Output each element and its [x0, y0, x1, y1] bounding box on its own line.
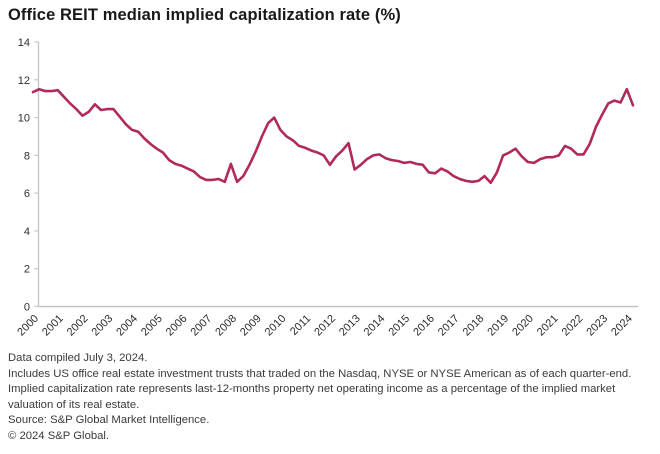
- y-axis-tick-label: 14: [18, 37, 30, 49]
- x-axis-tick-label: 2006: [164, 313, 190, 339]
- x-axis-tick-label: 2015: [386, 313, 412, 339]
- x-axis-tick-label: 2005: [139, 313, 165, 339]
- footnote-data-compiled: Data compiled July 3, 2024.: [8, 352, 148, 364]
- x-axis-tick-label: 2003: [90, 313, 116, 339]
- cap-rate-series-line: [31, 87, 635, 185]
- footnotes-block: Data compiled July 3, 2024. Includes US …: [8, 351, 654, 445]
- x-axis-tick-label: 2000: [15, 313, 41, 339]
- y-axis-tick-label: 10: [18, 113, 30, 125]
- x-axis-tick-label: 2002: [65, 313, 91, 339]
- footnote-copyright: © 2024 S&P Global.: [8, 429, 110, 442]
- chart-plot-area: 0 2 4 6 8 10 12 14 2000 2001 2002 2003 2004 2005 2006 2…: [15, 37, 638, 339]
- y-axis-tick-label: 4: [24, 226, 30, 238]
- x-axis-tick-label: 2017: [436, 313, 462, 339]
- x-axis-tick-label: 2001: [40, 313, 66, 339]
- x-axis-tick-label: 2024: [609, 313, 635, 339]
- x-axis-tick-label: 2019: [485, 313, 511, 339]
- x-axis-tick-label: 2004: [114, 313, 140, 339]
- x-axis-tick-label: 2016: [411, 313, 437, 339]
- x-axis-tick-label: 2023: [584, 313, 610, 339]
- x-axis-tick-label: 2010: [263, 313, 289, 339]
- footnote-definition: Implied capitalization rate represents l…: [8, 383, 616, 411]
- y-axis-tick-label: 8: [24, 150, 30, 162]
- footnote-inclusion-criteria: Includes US office real estate investmen…: [8, 367, 632, 380]
- y-axis-tick-label: 6: [24, 188, 30, 200]
- x-axis-tick-label: 2008: [213, 313, 239, 339]
- footnote-source: Source: S&P Global Market Intelligence.: [8, 414, 210, 427]
- x-axis-tick-label: 2022: [560, 313, 586, 339]
- x-axis-tick-label: 2020: [510, 313, 536, 339]
- y-axis-tick-label: 2: [24, 264, 30, 276]
- x-axis-tick-label: 2012: [312, 313, 338, 339]
- y-axis-tick-label: 12: [18, 75, 30, 87]
- y-axis-tick-label: 0: [24, 302, 30, 314]
- x-axis-tick-label: 2014: [362, 313, 388, 339]
- cap-rate-line-chart: 0246810121420002001200220032004200520062…: [15, 37, 638, 339]
- x-axis-tick-label: 2009: [238, 313, 264, 339]
- x-axis-tick-label: 2018: [461, 313, 487, 339]
- x-axis-tick-label: 2021: [535, 313, 561, 339]
- x-axis-tick-label: 2011: [288, 313, 313, 338]
- x-axis-tick-label: 2007: [189, 313, 215, 339]
- chart-title: Office REIT median implied capitalizatio…: [8, 6, 401, 24]
- x-axis-tick-label: 2013: [337, 313, 363, 339]
